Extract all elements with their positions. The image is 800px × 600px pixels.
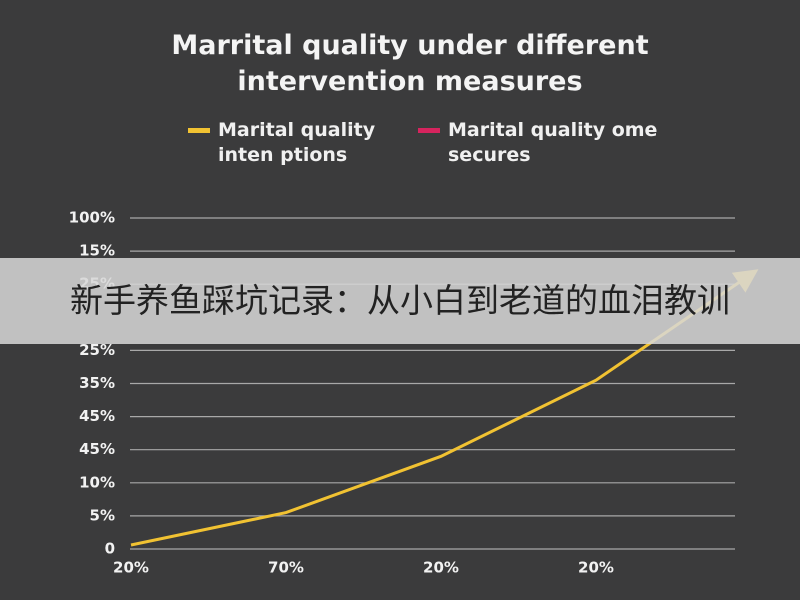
x-tick-label: 20% xyxy=(423,559,459,577)
overlay-banner: 新手养鱼踩坑记录：从小白到老道的血泪教训 xyxy=(0,258,800,344)
y-tick-label: 10% xyxy=(79,473,115,491)
x-tick-label: 20% xyxy=(578,559,614,577)
legend-label: Marital quality inten ptions xyxy=(218,119,376,166)
y-tick-label: 0 xyxy=(105,540,115,558)
y-tick-label: 5% xyxy=(90,506,115,524)
y-tick-label: 25% xyxy=(79,341,115,359)
y-tick-label: 45% xyxy=(79,407,115,425)
legend-label: Marital quality ome secures xyxy=(448,119,658,166)
y-tick-label: 15% xyxy=(79,242,115,260)
y-tick-label: 45% xyxy=(79,440,115,458)
legend-item: Marital quality ome secures xyxy=(418,118,658,168)
legend-swatch xyxy=(418,128,440,133)
y-tick-label: 35% xyxy=(79,374,115,392)
x-tick-label: 20% xyxy=(113,559,149,577)
data-line xyxy=(130,269,759,547)
chart-title: Marrital quality under different interve… xyxy=(171,30,649,97)
y-tick-label: 100% xyxy=(69,209,115,227)
legend-swatch xyxy=(188,128,210,133)
legend-item: Marital quality inten ptions xyxy=(188,118,428,168)
x-tick-label: 70% xyxy=(268,559,304,577)
